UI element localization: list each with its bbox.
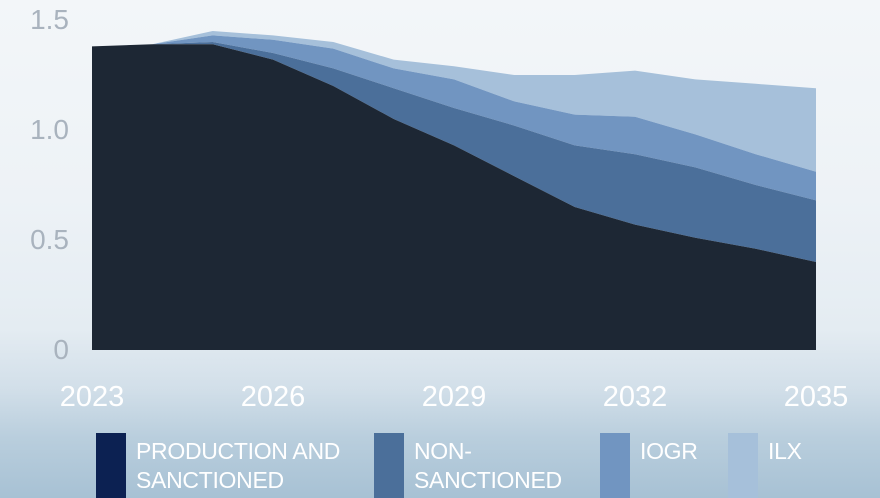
x-tick-label: 2032 xyxy=(603,381,668,413)
legend-label-production-sanctioned: PRODUCTION AND SANCTIONED xyxy=(136,438,341,493)
legend-swatch-iogr xyxy=(600,433,630,498)
area-ilx xyxy=(92,31,816,172)
area-layers xyxy=(92,31,816,350)
legend-swatch-ilx xyxy=(728,433,758,498)
y-axis-ticks: 0 0.5 1.0 1.5 xyxy=(30,4,69,365)
area-production-and-sanctioned xyxy=(92,44,816,350)
y-tick-label: 0.5 xyxy=(30,224,69,255)
y-tick-label: 1.5 xyxy=(30,4,69,35)
legend-label-iogr: IOGR xyxy=(640,438,698,464)
x-tick-label: 2023 xyxy=(60,381,125,413)
x-tick-label: 2026 xyxy=(241,381,306,413)
legend-label-ilx: ILX xyxy=(768,438,802,464)
x-tick-label: 2035 xyxy=(784,381,849,413)
legend-swatch-production-sanctioned xyxy=(96,433,126,498)
legend-label-non-sanctioned: NON-SANCTIONED xyxy=(414,438,562,493)
y-tick-label: 0 xyxy=(53,334,69,365)
legend-swatch-non-sanctioned xyxy=(374,433,404,498)
legend: PRODUCTION AND SANCTIONED NON-SANCTIONED… xyxy=(0,433,880,498)
area-non-sanctioned xyxy=(92,42,816,262)
x-axis-ticks: 2023 2026 2029 2032 2035 xyxy=(60,381,849,413)
x-tick-label: 2029 xyxy=(422,381,487,413)
y-tick-label: 1.0 xyxy=(30,114,69,145)
